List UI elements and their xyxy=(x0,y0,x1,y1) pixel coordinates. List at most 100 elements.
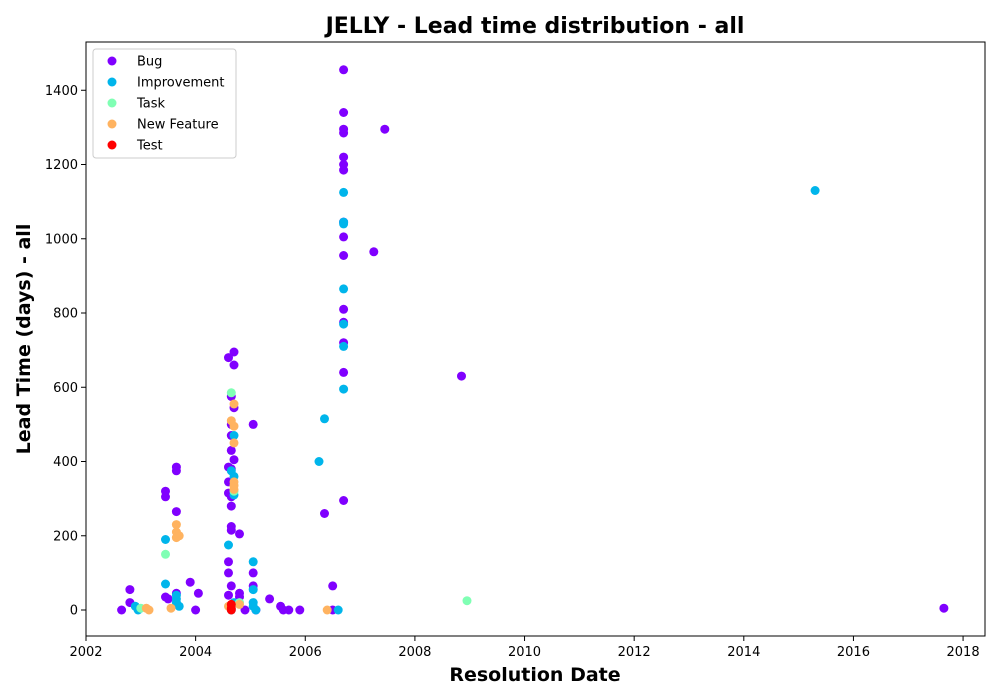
y-tick-label-4: 800 xyxy=(53,307,78,322)
point-bug-43 xyxy=(265,594,275,604)
point-bug-60 xyxy=(339,251,349,260)
point-task-1 xyxy=(161,549,170,559)
point-new-feature-2 xyxy=(166,603,176,613)
point-improvement-8 xyxy=(224,540,233,550)
point-bug-64 xyxy=(339,367,349,377)
point-new-feature-13 xyxy=(229,484,239,494)
legend-label-task: Task xyxy=(136,97,166,112)
point-bug-30 xyxy=(226,525,236,535)
point-bug-67 xyxy=(380,124,390,134)
point-new-feature-15 xyxy=(235,599,244,609)
point-improvement-2 xyxy=(161,535,170,544)
y-tick-label-7: 1400 xyxy=(45,84,78,99)
x-tick-label-2: 2006 xyxy=(289,645,322,660)
x-axis-label: Resolution Date xyxy=(449,664,620,686)
point-bug-49 xyxy=(328,581,338,591)
point-bug-46 xyxy=(284,605,294,615)
y-tick-label-6: 1200 xyxy=(45,158,78,173)
x-tick-label-6: 2014 xyxy=(727,645,760,660)
point-task-5 xyxy=(462,596,472,606)
y-tick-label-0: 0 xyxy=(70,604,78,619)
x-tick-label-0: 2002 xyxy=(69,645,102,660)
y-tick-label-2: 400 xyxy=(53,455,78,470)
point-bug-57 xyxy=(339,165,349,175)
point-new-feature-16 xyxy=(322,605,332,615)
point-improvement-28 xyxy=(339,341,349,351)
point-bug-34 xyxy=(226,581,236,591)
point-new-feature-10 xyxy=(229,438,239,448)
point-bug-68 xyxy=(457,371,466,381)
point-bug-65 xyxy=(339,496,349,505)
legend-box xyxy=(92,48,237,159)
point-new-feature-9 xyxy=(229,421,239,431)
legend-label-improvement: Improvement xyxy=(137,76,224,91)
point-improvement-23 xyxy=(339,187,349,197)
point-bug-6 xyxy=(163,594,173,604)
legend-marker-improvement xyxy=(107,77,117,87)
point-bug-11 xyxy=(185,577,195,587)
point-task-2 xyxy=(226,388,236,398)
point-improvement-21 xyxy=(320,414,329,424)
y-tick-label-3: 600 xyxy=(53,381,78,396)
point-new-feature-3 xyxy=(171,520,181,530)
x-tick-label-3: 2008 xyxy=(398,645,431,660)
y-axis-label: Lead Time (days) - all xyxy=(13,224,35,455)
x-tick-label-4: 2010 xyxy=(508,645,541,660)
point-bug-51 xyxy=(339,65,349,75)
legend-label-new-feature: New Feature xyxy=(137,118,219,133)
point-bug-47 xyxy=(295,605,305,615)
y-tick-label-5: 1000 xyxy=(45,232,78,247)
legend-marker-new-feature xyxy=(107,119,117,129)
point-improvement-19 xyxy=(251,605,261,615)
point-improvement-20 xyxy=(314,457,324,466)
y-axis-ticks: 0 200 400 600 800 1000 1200 1400 xyxy=(45,84,86,619)
point-bug-33 xyxy=(224,568,233,578)
point-bug-69 xyxy=(939,603,949,613)
point-bug-59 xyxy=(339,232,349,242)
plot-frame xyxy=(85,41,986,637)
data-points xyxy=(117,65,949,615)
point-bug-14 xyxy=(224,353,233,363)
point-bug-66 xyxy=(369,247,379,257)
point-new-feature-6 xyxy=(174,531,184,541)
point-bug-0 xyxy=(117,605,127,615)
point-bug-38 xyxy=(240,605,250,615)
point-bug-9 xyxy=(171,507,181,517)
point-bug-31 xyxy=(235,529,244,539)
point-bug-55 xyxy=(339,152,349,162)
point-bug-12 xyxy=(191,605,201,615)
point-improvement-15 xyxy=(248,557,258,567)
x-tick-label-7: 2016 xyxy=(837,645,870,660)
point-bug-35 xyxy=(224,590,233,600)
legend-marker-bug xyxy=(107,56,117,66)
point-bug-4 xyxy=(161,492,170,502)
point-improvement-16 xyxy=(248,585,258,595)
point-improvement-7 xyxy=(174,601,184,611)
point-bug-28 xyxy=(226,501,236,511)
point-improvement-27 xyxy=(339,319,349,329)
y-tick-label-1: 200 xyxy=(53,529,78,544)
legend-label-bug: Bug xyxy=(137,55,162,70)
point-improvement-9 xyxy=(229,431,239,440)
point-bug-16 xyxy=(229,360,239,370)
legend: Bug Improvement Task New Feature Test xyxy=(92,48,237,159)
point-bug-32 xyxy=(224,557,233,567)
point-test-2 xyxy=(226,605,236,615)
point-improvement-29 xyxy=(339,384,349,394)
point-bug-40 xyxy=(248,568,258,578)
point-new-feature-7 xyxy=(229,399,239,409)
point-bug-61 xyxy=(339,304,349,314)
point-improvement-25 xyxy=(339,219,349,229)
point-improvement-22 xyxy=(333,605,343,615)
x-tick-label-8: 2018 xyxy=(947,645,980,660)
point-bug-8 xyxy=(171,466,181,476)
x-axis-ticks: 2002 2004 2006 2008 2010 2012 2014 2016 2018 xyxy=(69,636,980,660)
point-improvement-3 xyxy=(161,579,170,589)
x-tick-label-1: 2004 xyxy=(179,645,212,660)
x-tick-label-5: 2012 xyxy=(618,645,651,660)
point-bug-13 xyxy=(193,588,203,598)
legend-label-test: Test xyxy=(136,139,163,154)
chart-title: JELLY - Lead time distribution - all xyxy=(324,14,745,39)
point-bug-15 xyxy=(229,347,239,357)
